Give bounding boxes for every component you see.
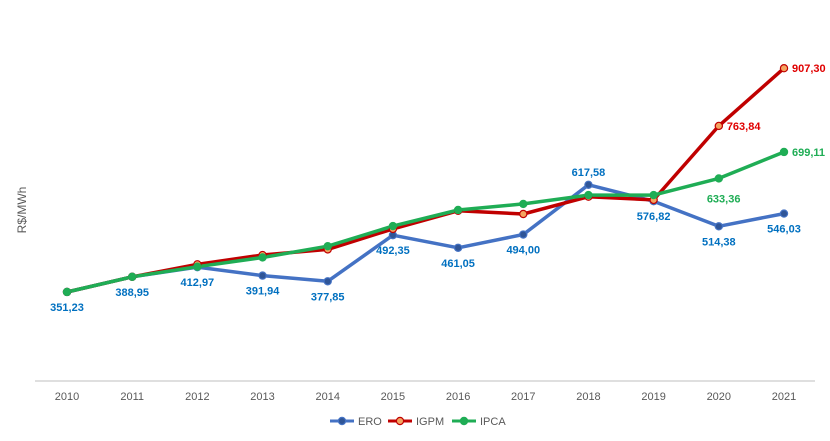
data-label-ero: 492,35 bbox=[376, 245, 410, 257]
legend-marker-igpm bbox=[395, 416, 405, 426]
series-markers bbox=[62, 64, 789, 297]
data-label-igpm: 907,30 bbox=[792, 63, 826, 75]
data-label-ero: 546,03 bbox=[767, 224, 801, 236]
data-label-igpm: 763,84 bbox=[727, 121, 762, 133]
data-label-ero: 617,58 bbox=[572, 167, 606, 179]
x-tick-label: 2017 bbox=[511, 391, 535, 403]
legend-label-igpm: IGPM bbox=[416, 416, 444, 428]
x-tick-label: 2014 bbox=[315, 391, 339, 403]
data-label-ero: 351,23 bbox=[50, 302, 84, 314]
data-point-ero bbox=[258, 271, 267, 280]
data-label-ero: 377,85 bbox=[311, 291, 345, 303]
data-label-ero: 514,38 bbox=[702, 236, 736, 248]
x-tick-label: 2018 bbox=[576, 391, 600, 403]
data-point-ipca bbox=[453, 205, 463, 215]
x-tick-label: 2019 bbox=[641, 391, 665, 403]
data-label-ipca: 633,36 bbox=[707, 193, 741, 205]
data-point-ero bbox=[323, 277, 332, 286]
data-point-ipca bbox=[193, 262, 202, 271]
data-label-ero: 412,97 bbox=[181, 277, 215, 289]
data-point-igpm bbox=[779, 64, 789, 73]
legend-marker-ipca bbox=[459, 416, 469, 426]
x-tick-labels: 2010 2011 2012 2013 2014 2015 2016 2017 2018 2019… bbox=[55, 391, 796, 403]
data-labels: 351,23 388,95 412,97 391,94 377,85 492,35 461,… bbox=[50, 63, 825, 314]
x-tick-label: 2012 bbox=[185, 391, 209, 403]
data-point-igpm bbox=[714, 121, 724, 131]
series-lines bbox=[65, 66, 786, 294]
data-point-ipca bbox=[127, 272, 137, 281]
data-point-ipca bbox=[584, 190, 593, 200]
data-point-ero bbox=[779, 209, 789, 218]
data-point-ipca bbox=[649, 190, 658, 200]
x-tick-label: 2015 bbox=[381, 391, 405, 403]
x-tick-label: 2010 bbox=[55, 391, 79, 403]
x-tick-label: 2013 bbox=[250, 391, 274, 403]
data-point-ipca bbox=[323, 241, 332, 251]
x-tick-label: 2020 bbox=[707, 391, 731, 403]
series-line-ero bbox=[65, 183, 786, 294]
data-point-ero bbox=[453, 243, 463, 252]
x-tick-label: 2021 bbox=[772, 391, 796, 403]
series-line-ipca bbox=[65, 150, 786, 294]
data-point-igpm bbox=[519, 209, 528, 219]
legend: ERO IGPM IPCA bbox=[330, 416, 506, 428]
data-label-ero: 576,82 bbox=[637, 211, 671, 223]
series-line-igpm bbox=[65, 66, 786, 294]
data-label-ero: 461,05 bbox=[441, 258, 475, 270]
data-point-ipca bbox=[258, 253, 267, 262]
data-label-ipca: 699,11 bbox=[792, 147, 825, 159]
data-point-ipca bbox=[388, 221, 398, 231]
legend-label-ipca: IPCA bbox=[480, 416, 506, 428]
data-point-ero bbox=[584, 180, 593, 189]
data-label-ero: 494,00 bbox=[506, 245, 540, 257]
data-label-ero: 388,95 bbox=[115, 287, 149, 299]
data-label-ero: 391,94 bbox=[246, 286, 281, 298]
data-point-ero bbox=[714, 222, 724, 231]
data-point-ipca bbox=[62, 287, 72, 297]
data-point-ipca bbox=[714, 174, 724, 183]
legend-marker-ero bbox=[337, 416, 347, 426]
x-tick-label: 2016 bbox=[446, 391, 470, 403]
y-axis-label: R$/MWh bbox=[15, 187, 29, 234]
data-point-ipca bbox=[519, 199, 528, 209]
data-point-ero bbox=[519, 230, 528, 239]
legend-label-ero: ERO bbox=[358, 416, 382, 428]
data-point-ipca bbox=[779, 147, 789, 157]
x-tick-label: 2011 bbox=[120, 391, 144, 403]
